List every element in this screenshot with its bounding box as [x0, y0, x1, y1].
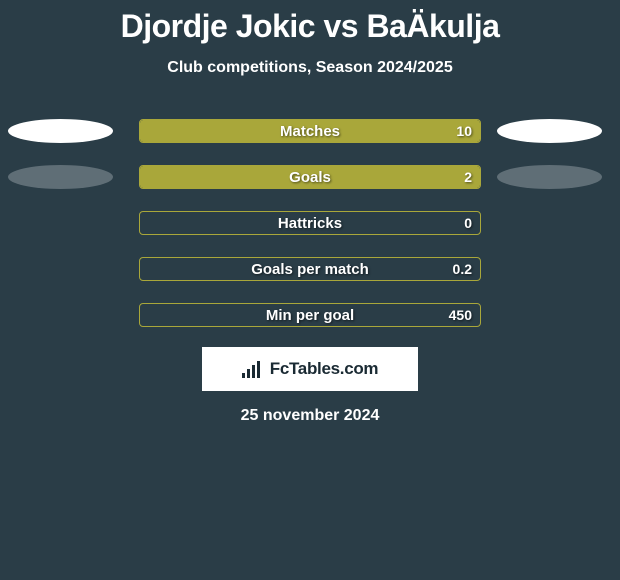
- stat-row: Matches 10: [0, 119, 620, 143]
- stat-label: Matches: [140, 120, 480, 142]
- logo-text: FcTables.com: [270, 359, 379, 379]
- bar-chart-icon: [242, 360, 264, 378]
- comparison-title: Djordje Jokic vs BaÄkulja: [121, 8, 500, 45]
- right-ellipse: [497, 165, 602, 189]
- right-ellipse: [497, 119, 602, 143]
- stat-value: 0: [464, 212, 472, 234]
- stat-label: Hattricks: [140, 212, 480, 234]
- stat-bar: Hattricks 0: [139, 211, 481, 235]
- stat-value: 450: [449, 304, 472, 326]
- stat-label: Goals: [140, 166, 480, 188]
- stat-row: Goals per match 0.2: [0, 257, 620, 281]
- left-ellipse: [8, 119, 113, 143]
- stat-value: 10: [456, 120, 472, 142]
- stat-bar: Min per goal 450: [139, 303, 481, 327]
- snapshot-date: 25 november 2024: [241, 407, 380, 425]
- stat-bar: Goals 2: [139, 165, 481, 189]
- stat-row: Min per goal 450: [0, 303, 620, 327]
- stat-label: Goals per match: [140, 258, 480, 280]
- stat-value: 2: [464, 166, 472, 188]
- stats-rows: Matches 10 Goals 2 Hattricks 0: [0, 119, 620, 327]
- stat-label: Min per goal: [140, 304, 480, 326]
- stat-bar: Matches 10: [139, 119, 481, 143]
- stat-bar: Goals per match 0.2: [139, 257, 481, 281]
- left-ellipse: [8, 165, 113, 189]
- stat-value: 0.2: [453, 258, 472, 280]
- fctables-logo: FcTables.com: [202, 347, 418, 391]
- comparison-subtitle: Club competitions, Season 2024/2025: [167, 59, 452, 77]
- stat-row: Hattricks 0: [0, 211, 620, 235]
- stat-row: Goals 2: [0, 165, 620, 189]
